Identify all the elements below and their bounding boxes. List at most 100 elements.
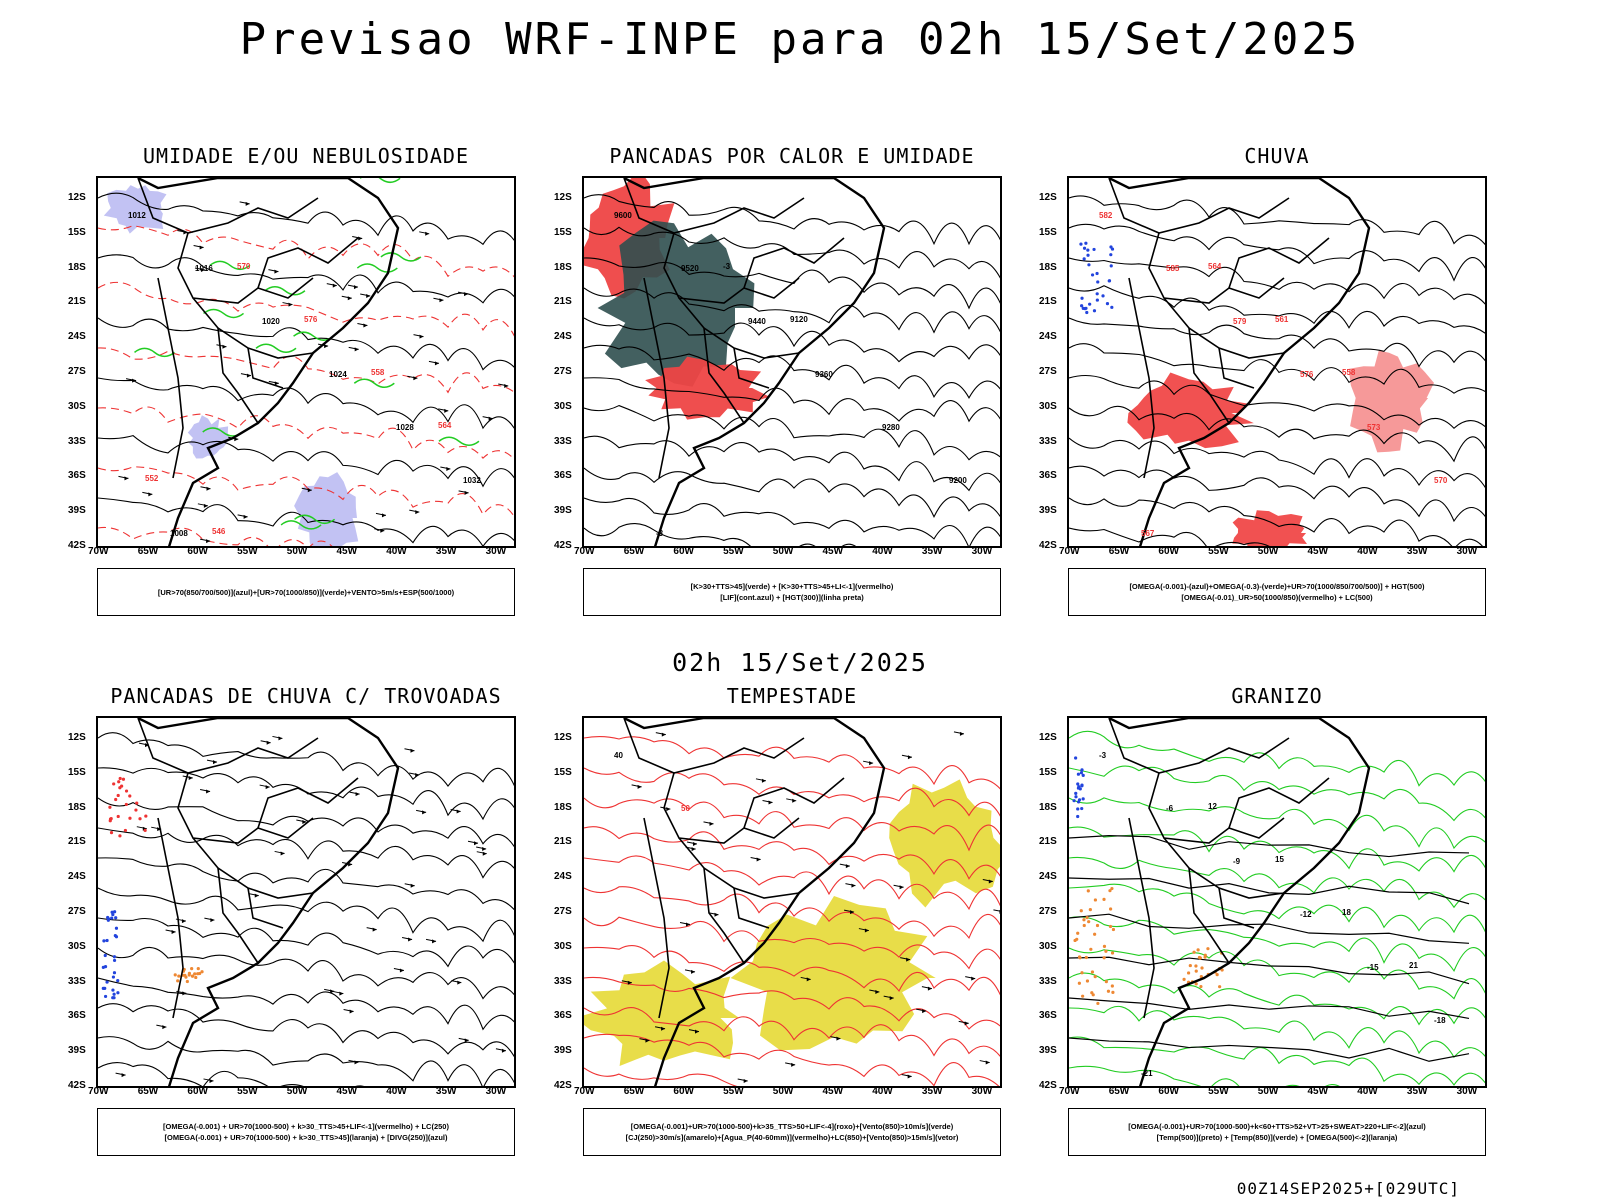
state-border: [1148, 232, 1285, 304]
run-footer: 00Z14SEP2025+[029UTC]: [1236, 1179, 1460, 1198]
latitude-label: 18S: [1039, 261, 1057, 273]
hail-risk-cell: [1079, 771, 1083, 775]
omega-cell: [1110, 305, 1114, 309]
hail-cell: [1087, 920, 1091, 924]
wind-arrow: [197, 503, 208, 508]
weather-map-tempestade: 40 50: [582, 716, 1002, 1088]
thunderstorm-cell: [118, 834, 122, 838]
latitude-label: 36S: [554, 470, 572, 482]
latitude-label: 24S: [1039, 331, 1057, 343]
wind-arrow: [301, 487, 312, 493]
omega-cell: [1105, 302, 1110, 306]
isoline: [1069, 916, 1485, 973]
hail-cell: [1082, 918, 1086, 922]
wind-arrow: [762, 800, 773, 805]
wind-arrow: [348, 1059, 359, 1065]
contour-label: 558: [371, 368, 385, 377]
isoline: [584, 736, 1000, 790]
longitude-label: 50W: [1257, 546, 1279, 557]
wind-arrow: [457, 291, 469, 297]
state-border: [137, 178, 319, 234]
wind-arrow: [679, 922, 691, 927]
map-canvas: 40 50: [584, 718, 1000, 1086]
hail-cell: [1203, 955, 1207, 959]
hail-cell: [1206, 947, 1210, 951]
isoline: [584, 344, 1000, 399]
hail-cell: [1110, 886, 1114, 891]
isoline: [1069, 972, 1485, 1026]
omega-cell: [1110, 247, 1115, 251]
state-border: [623, 718, 805, 774]
wind-arrow: [843, 909, 855, 915]
latitude-label: 33S: [554, 435, 572, 447]
omega-cell: [1079, 242, 1083, 246]
hail-cell: [1102, 897, 1106, 901]
divergence-cell: [101, 965, 105, 970]
isoline: [98, 1036, 514, 1086]
longitude-label: 70W: [1059, 546, 1080, 557]
green-humidity-contour: [264, 285, 306, 296]
isoline: [1069, 1036, 1485, 1086]
hail-cell: [1196, 948, 1200, 952]
green-humidity-contour: [294, 514, 336, 525]
wind-arrow: [498, 383, 509, 389]
omega-cell: [1095, 292, 1099, 296]
latitude-label: 30S: [1039, 400, 1057, 412]
wind-arrow: [343, 1008, 354, 1014]
latitude-label: 39S: [1039, 1045, 1057, 1057]
state-border: [1188, 867, 1230, 964]
state-border: [678, 837, 800, 899]
omega-cell: [1092, 247, 1096, 252]
hail-risk-cell: [1076, 800, 1081, 804]
thunderstorm-cell: [118, 776, 122, 781]
temp500-isoline: [1069, 877, 1470, 905]
longitude-label: 70W: [574, 1086, 595, 1097]
isoline: [1069, 826, 1485, 873]
hail-cell: [1187, 971, 1191, 975]
isoline: [1069, 497, 1483, 546]
contour-label: -12: [1300, 910, 1312, 919]
hail-cell: [1090, 970, 1095, 974]
hail-cell: [1102, 956, 1106, 960]
state-border: [257, 777, 359, 829]
contour-label: 21: [1409, 961, 1418, 970]
isoline: [1069, 437, 1485, 489]
longitude-label: 30W: [971, 546, 993, 557]
isoline: [98, 406, 514, 460]
latitude-label: 42S: [68, 1080, 86, 1091]
convective-cell: [177, 974, 181, 978]
latitude-label: 21S: [1039, 296, 1057, 308]
isoline: [98, 887, 514, 943]
humidity-area: [103, 185, 167, 234]
wind-arrow: [374, 528, 385, 533]
hail-cell: [1081, 994, 1085, 998]
omega-cell: [1084, 241, 1088, 245]
isoline: [98, 192, 514, 246]
omega-cell: [1085, 310, 1089, 315]
state-border: [743, 237, 845, 289]
latitude-label: 30S: [68, 400, 86, 412]
hail-risk-cell: [1076, 786, 1081, 790]
latitude-label: 27S: [554, 366, 572, 377]
weather-map-granizo: -3 -6 -9 -12 -15 -18 -21 12 15 18 21: [1067, 716, 1487, 1088]
latitude-label: 12S: [554, 732, 572, 743]
isoline: [98, 732, 514, 788]
legend-tempestade: [OMEGA(-0.001)+UR>70(1000-500)+k>35_TTS>…: [583, 1108, 1001, 1156]
green-humidity-contour: [203, 308, 245, 319]
wind-arrow: [893, 884, 904, 890]
weather-map-chuva: 582 585 579 576 573 570 567 564 561 558: [1067, 176, 1487, 548]
hail-risk-cell: [1072, 799, 1076, 803]
wind-arrow: [639, 1038, 650, 1043]
wind-arrow: [126, 378, 137, 383]
omega-cell: [1082, 246, 1087, 250]
latitude-label: 12S: [554, 192, 572, 203]
thunderstorm-cell: [114, 797, 118, 802]
wind-arrow: [347, 284, 359, 290]
hail-cell: [1078, 956, 1082, 960]
hail-cell: [1188, 963, 1192, 968]
isoline: [1069, 317, 1485, 368]
divergence-cell: [106, 918, 110, 922]
longitude-label: 30W: [485, 546, 507, 557]
forecast-time-subtitle: 02h 15/Set/2025: [672, 648, 928, 677]
hail-cell: [1077, 981, 1081, 985]
